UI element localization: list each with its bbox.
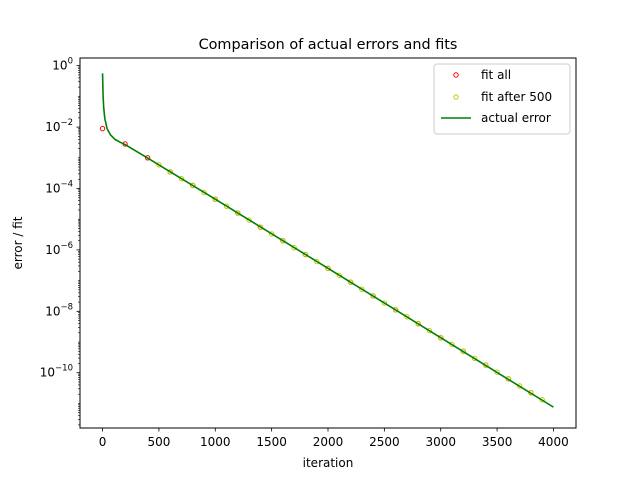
fit-after-500-point [280,237,286,244]
fit-after-500-point [359,286,365,292]
fit-after-500-point [336,272,342,279]
y-tick-label: 10−10 [40,364,73,380]
fit-after-500-point [302,251,309,258]
fit-after-500-point [246,217,252,223]
legend-marker-fit-after-500 [453,94,459,100]
chart-title: Comparison of actual errors and fits [199,37,458,53]
fit-after-500-point [156,162,162,168]
x-tick-label: 3500 [482,435,513,449]
fit-after-500-point [212,196,218,202]
x-tick-label: 2000 [313,435,344,449]
legend-label-fit-after-500: fit after 500 [481,90,552,104]
fit-after-500-point [494,369,500,375]
x-tick-label: 1500 [256,435,287,449]
x-axis-label: iteration [303,456,354,470]
fit-after-500-point [178,175,185,182]
legend-box [433,63,571,135]
actual-error-line [101,73,554,408]
fit-after-500-point [314,258,320,265]
legend-label-actual-error: actual error [481,111,551,125]
legend-label-fit-all: fit all [481,68,511,82]
y-axis-label: error / fit [11,216,25,269]
fit-after-500-point [471,355,478,361]
fit-after-500-point [381,300,388,306]
fit-after-500-point [438,335,444,341]
x-tick-label: 3000 [425,435,456,449]
fit-after-500-point [347,279,354,285]
fit-after-500-point [201,189,207,196]
x-tick-label: 500 [147,435,170,449]
fit-after-500-point [404,314,410,320]
fit-after-500-point [449,341,455,348]
fit-after-500-point [370,293,376,299]
x-tick-label: 1000 [200,435,231,449]
y-axis: 100 10−2 10−4 10−6 10−8 10−10 [40,57,80,426]
y-tick-label: 100 [52,57,73,73]
y-tick-label: 10−6 [45,241,73,257]
fit-after-500-point [426,327,433,334]
series-layer [99,73,554,408]
fit-after-500-point [516,383,523,389]
fit-all-point [99,125,106,132]
fit-after-500-point [223,203,230,210]
fit-after-500-point [415,320,421,327]
fit-all-point [144,155,151,161]
legend: fit all fit after 500 actual error [433,63,571,135]
x-axis: 0 500 1000 1500 2000 2500 3000 3500 4000 [99,428,569,449]
fit-after-500-point [460,348,466,354]
fit-after-500-point [268,231,275,237]
legend-marker-fit-all [453,72,459,78]
y-tick-label: 10−8 [45,302,73,318]
fit-after-500-point [235,210,241,216]
x-tick-label: 2500 [369,435,400,449]
y-tick-label: 10−2 [45,118,73,134]
x-tick-label: 4000 [538,435,569,449]
fit-after-500-point [392,307,399,313]
fit-after-500-point [325,265,331,272]
fit-after-500-point [167,169,173,175]
fit-after-500-point [257,224,264,230]
x-tick-label: 0 [99,435,107,449]
fit-after-500-point [291,245,297,251]
y-tick-label: 10−4 [45,179,73,195]
fit-after-500-point [190,182,196,189]
